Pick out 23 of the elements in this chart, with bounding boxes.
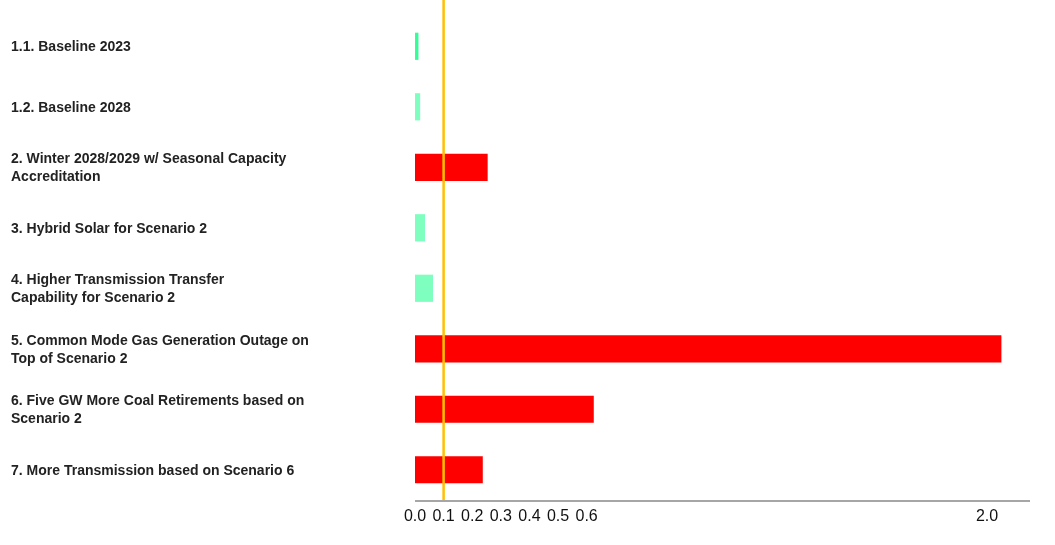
x-tick-label: 2.0	[975, 507, 999, 525]
y-tick-label: 1.2. Baseline 2028	[11, 99, 132, 115]
x-tick-label: 0.5	[546, 507, 570, 525]
y-tick-label: 4. Higher Transmission Transfer Capability for Scenario 2	[11, 271, 225, 306]
x-tick-label: 0.6	[575, 507, 598, 525]
y-tick-label: 3. Hybrid Solar for Scenario 2	[11, 220, 208, 236]
bar	[415, 395, 594, 423]
x-tick-label: 0.3	[489, 507, 513, 525]
bar	[415, 153, 488, 181]
y-tick-label: 6. Five GW More Coal Retirements based on Scenario 2	[11, 392, 305, 427]
bar	[415, 274, 434, 302]
x-tick-label: 0.4	[518, 507, 541, 525]
x-tick-label: 0.1	[432, 507, 455, 525]
y-tick-label: 5. Common Mode Gas Generation Outage on Top of Scenario 2	[11, 332, 309, 367]
x-tick-label: 0.2	[461, 507, 484, 525]
bar	[415, 214, 426, 242]
y-tick-label: 1.1. Baseline 2023	[11, 38, 132, 54]
bar	[415, 456, 483, 484]
bar	[415, 93, 421, 121]
x-tick-label: 0.0	[403, 507, 427, 525]
y-tick-label: 2. Winter 2028/2029 w/ Seasonal Capacity Accreditation	[11, 150, 287, 185]
bar	[415, 335, 1002, 363]
y-tick-label: 7. More Transmission based on Scenario 6	[11, 462, 295, 478]
